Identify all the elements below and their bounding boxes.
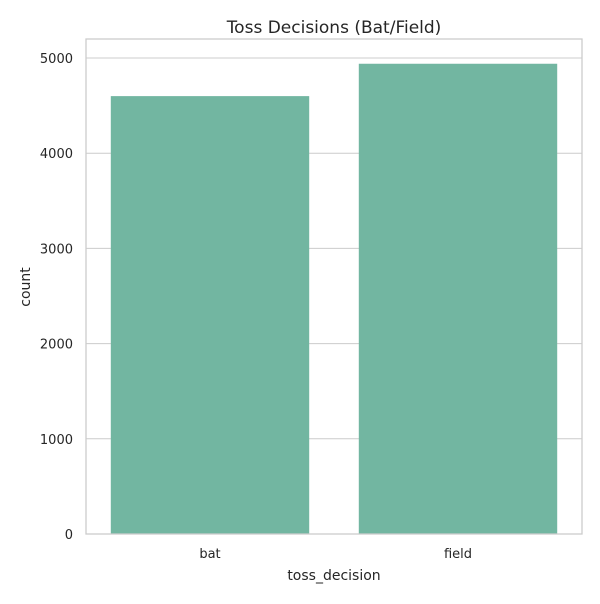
x-tick-label-bat: bat <box>199 547 220 562</box>
bar-bat <box>110 96 310 534</box>
y-tick-label: 3000 <box>40 242 73 257</box>
plot-frame <box>85 38 583 535</box>
bars <box>110 63 558 534</box>
bar-field <box>358 63 558 534</box>
y-axis-label: count <box>18 267 34 307</box>
y-tick-label: 0 <box>65 528 73 543</box>
y-tick-label: 5000 <box>40 52 73 67</box>
x-tick-label-field: field <box>444 547 472 562</box>
x-axis-ticks: bat field <box>199 547 472 562</box>
y-tick-label: 1000 <box>40 433 73 448</box>
y-tick-label: 4000 <box>40 147 73 162</box>
chart-title: Toss Decisions (Bat/Field) <box>226 18 442 38</box>
y-axis-ticks: 0 1000 2000 3000 4000 5000 <box>40 52 73 543</box>
y-tick-label: 2000 <box>40 338 73 353</box>
x-axis-label: toss_decision <box>287 568 380 584</box>
